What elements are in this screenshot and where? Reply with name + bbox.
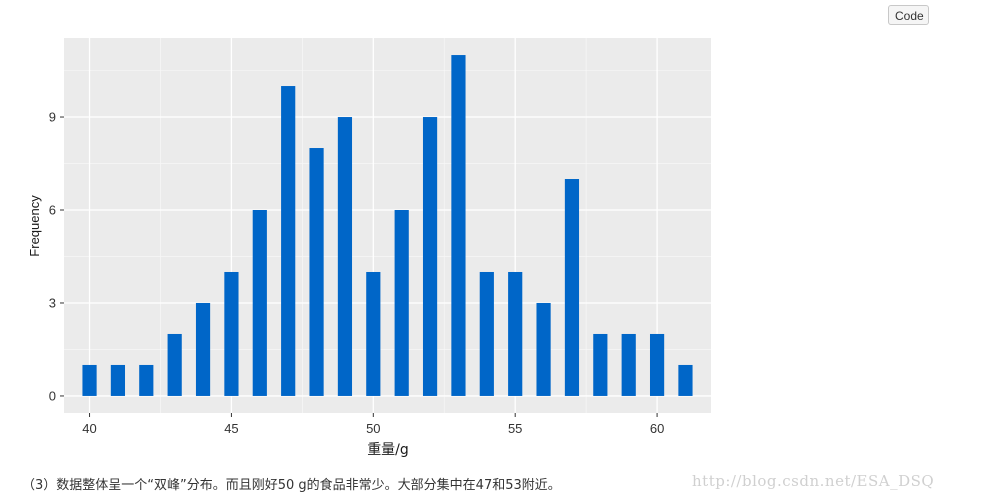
y-tick-label: 3 <box>49 295 56 310</box>
bar <box>564 179 580 396</box>
bar <box>167 333 182 396</box>
bar <box>82 364 97 396</box>
caption-text: （3）数据整体呈一个“双峰”分布。而且刚好50 g的食品非常少。大部分集中在47… <box>22 478 561 493</box>
bar <box>394 210 409 396</box>
bar <box>649 333 665 396</box>
bar <box>593 333 608 396</box>
code-button[interactable]: Code <box>888 5 929 25</box>
bar <box>281 86 296 396</box>
x-tick-label: 40 <box>82 421 96 436</box>
bars <box>82 55 693 396</box>
bar <box>536 302 551 396</box>
y-axis-label: Frequency <box>27 195 42 257</box>
bar <box>621 333 636 396</box>
y-tick-label: 9 <box>49 110 56 125</box>
bar <box>252 210 267 396</box>
y-tick-label: 6 <box>49 203 56 218</box>
bar <box>110 364 126 396</box>
x-tick-label: 50 <box>366 421 380 436</box>
bar <box>195 302 211 396</box>
bar <box>479 271 494 396</box>
bar <box>309 148 324 396</box>
x-axis-ticks: 40 45 50 55 60 <box>82 413 664 436</box>
x-tick-label: 45 <box>224 421 238 436</box>
x-axis-label: 重量/g <box>367 442 409 458</box>
bar <box>451 55 466 396</box>
y-tick-label: 0 <box>49 388 56 403</box>
histogram-chart: 40 45 50 55 60 0 3 6 9 重量/g Frequency <box>27 38 711 458</box>
bar <box>422 117 438 396</box>
bar <box>678 364 693 396</box>
bar <box>366 271 381 396</box>
bar <box>224 271 239 396</box>
bar <box>337 117 353 396</box>
y-axis-ticks: 0 3 6 9 <box>49 110 64 403</box>
x-tick-label: 60 <box>650 421 664 436</box>
watermark: http://blog.csdn.net/ESA_DSQ <box>692 472 935 490</box>
bar <box>508 271 523 396</box>
bar <box>139 364 154 396</box>
x-tick-label: 55 <box>508 421 522 436</box>
plot-panel <box>64 38 711 413</box>
